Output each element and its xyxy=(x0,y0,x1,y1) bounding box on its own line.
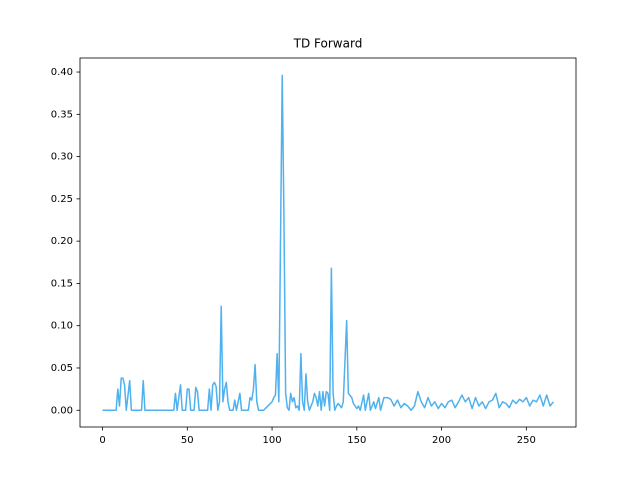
y-tick-label: 0.35 xyxy=(51,109,73,120)
y-tick-label: 0.30 xyxy=(51,152,73,163)
y-tick-label: 0.40 xyxy=(51,67,73,78)
data-line xyxy=(102,74,555,412)
x-tick-label: 150 xyxy=(347,435,366,446)
x-tick-label: 50 xyxy=(181,435,194,446)
x-tick-label: 0 xyxy=(99,435,105,446)
y-tick-label: 0.05 xyxy=(51,363,73,374)
x-tick-label: 200 xyxy=(432,435,451,446)
y-tick-label: 0.25 xyxy=(51,194,73,205)
x-tick-label: 250 xyxy=(517,435,536,446)
plot-frame xyxy=(79,57,577,428)
y-tick-label: 0.10 xyxy=(51,321,73,332)
y-tick-label: 0.20 xyxy=(51,236,73,247)
y-tick-label: 0.00 xyxy=(51,405,73,416)
y-tick-label: 0.15 xyxy=(51,278,73,289)
x-tick-label: 100 xyxy=(263,435,282,446)
chart-title: TD Forward xyxy=(293,37,363,51)
